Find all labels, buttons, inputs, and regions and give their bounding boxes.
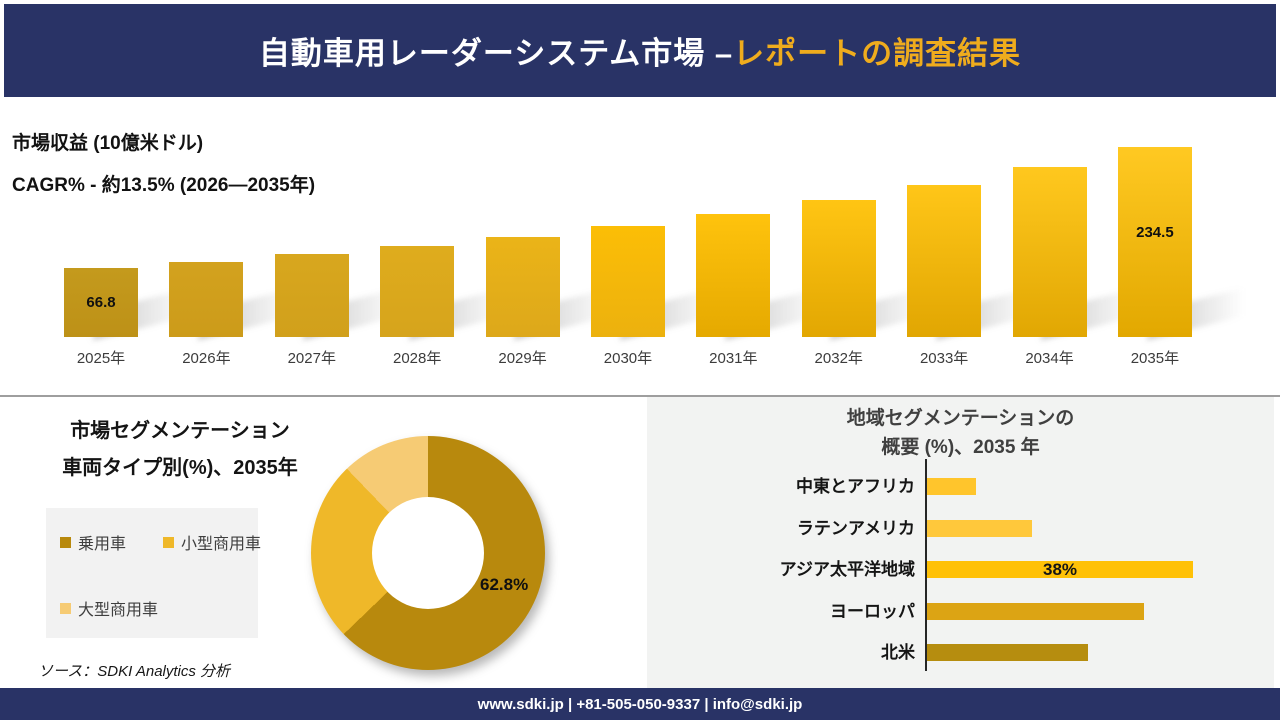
revenue-year-label: 2030年 xyxy=(603,350,653,367)
legend-label-passenger-car: 乗用車 xyxy=(78,536,127,553)
region-category-label: 北米 xyxy=(881,643,915,662)
region-bar-value: 38% xyxy=(1042,559,1078,579)
segmentation-title: 市場セグメンテーション 車両タイプ別(%)、2035年 xyxy=(0,413,360,487)
revenue-year-label: 2026年 xyxy=(182,350,231,367)
revenue-year-label: 2032年 xyxy=(814,350,863,367)
revenue-year-label: 2033年 xyxy=(919,350,969,367)
revenue-bar: 2028年 xyxy=(380,245,455,367)
source-note: ソース：SDKI Analytics 分析 xyxy=(38,663,231,680)
revenue-year-label: 2035年 xyxy=(1130,350,1180,367)
revenue-bar: 2034年 xyxy=(1012,167,1087,367)
revenue-year-label: 2034年 xyxy=(1025,350,1074,367)
revenue-bar: 234.5 2035年 xyxy=(1117,147,1192,367)
vehicle-type-donut-chart xyxy=(311,436,545,670)
legend-swatch-heavy-commercial xyxy=(60,602,71,614)
region-chart-axis xyxy=(925,459,927,671)
region-title-line2: 概要 (%)、2035 年 xyxy=(881,437,1040,458)
revenue-year-label: 2028年 xyxy=(392,350,442,367)
page-title: 自動車用レーダーシステム市場 –レポートの調査結果 xyxy=(259,28,1021,73)
vehicle-segmentation-panel: 市場セグメンテーション 車両タイプ別(%)、2035年 乗用車 小型商用車 大型… xyxy=(0,397,647,688)
revenue-bar: 2032年 xyxy=(801,200,876,367)
revenue-cagr-label: CAGR% - 約13.5% (2026―2035年) xyxy=(12,175,316,196)
legend-item-passenger-car: 乗用車 xyxy=(60,530,126,554)
revenue-bar: 2030年 xyxy=(590,225,665,367)
revenue-year-label: 2025年 xyxy=(76,350,126,367)
page-title-main: 自動車用レーダーシステム市場 – xyxy=(258,36,734,71)
header-banner: 自動車用レーダーシステム市場 –レポートの調査結果 xyxy=(4,4,1276,97)
legend-swatch-passenger-car xyxy=(60,536,71,548)
legend-label-heavy-commercial: 大型商用車 xyxy=(78,602,159,619)
section-divider xyxy=(0,395,1280,397)
revenue-year-label: 2029年 xyxy=(498,350,547,367)
region-bar: 38% xyxy=(927,559,1193,579)
revenue-bar: 2029年 xyxy=(485,236,560,367)
revenue-bar-chart: 66.8 2025年 2026年 2027年 2028年 2029年 2030年 2031年 2… xyxy=(64,147,1192,367)
region-title-line1: 地域セグメンテーションの xyxy=(846,408,1075,429)
legend-item-light-commercial: 小型商用車 xyxy=(163,530,261,554)
revenue-bar: 2033年 xyxy=(907,184,982,367)
segmentation-title-line1: 市場セグメンテーション xyxy=(70,420,290,442)
donut-legend: 乗用車 小型商用車 大型商用車 xyxy=(46,508,261,638)
revenue-bar: 2031年 xyxy=(696,213,771,367)
segmentation-title-line2: 車両タイプ別(%)、2035年 xyxy=(62,457,298,479)
page-title-accent: レポートの調査結果 xyxy=(733,36,1022,71)
region-bar xyxy=(927,602,1144,620)
footer-banner: www.sdki.jp | +81-505-050-9337 | info@sd… xyxy=(0,688,1280,720)
region-bar xyxy=(927,478,976,495)
revenue-year-label: 2031年 xyxy=(709,350,758,367)
footer-contact: www.sdki.jp | +81-505-050-9337 | info@sd… xyxy=(477,695,803,713)
revenue-year-label: 2027年 xyxy=(287,350,336,367)
region-bar xyxy=(927,644,1088,661)
revenue-bar: 66.8 2025年 xyxy=(64,268,138,367)
revenue-bar-value: 66.8 xyxy=(86,294,116,311)
revenue-bar: 2027年 xyxy=(274,254,349,367)
legend-swatch-light-commercial xyxy=(163,536,174,548)
revenue-chart-title: 市場収益 (10億米ドル) xyxy=(12,133,204,154)
region-category-label: アジア太平洋地域 xyxy=(779,560,915,579)
revenue-bar: 2026年 xyxy=(169,261,244,367)
legend-item-heavy-commercial: 大型商用車 xyxy=(60,596,158,620)
region-category-label: 中東とアフリカ xyxy=(796,477,915,496)
region-panel-title: 地域セグメンテーションの 概要 (%)、2035 年 xyxy=(647,404,1274,462)
region-segmentation-panel: 地域セグメンテーションの 概要 (%)、2035 年 中東とアフリカ ラテンアメリ… xyxy=(647,397,1274,688)
region-bar xyxy=(927,519,1032,537)
revenue-bar-value: 234.5 xyxy=(1136,223,1174,241)
legend-label-light-commercial: 小型商用車 xyxy=(181,536,262,553)
region-category-label: ラテンアメリカ xyxy=(796,518,915,538)
region-category-label: ヨーロッパ xyxy=(830,601,915,621)
donut-value-label: 62.8% xyxy=(480,575,529,594)
